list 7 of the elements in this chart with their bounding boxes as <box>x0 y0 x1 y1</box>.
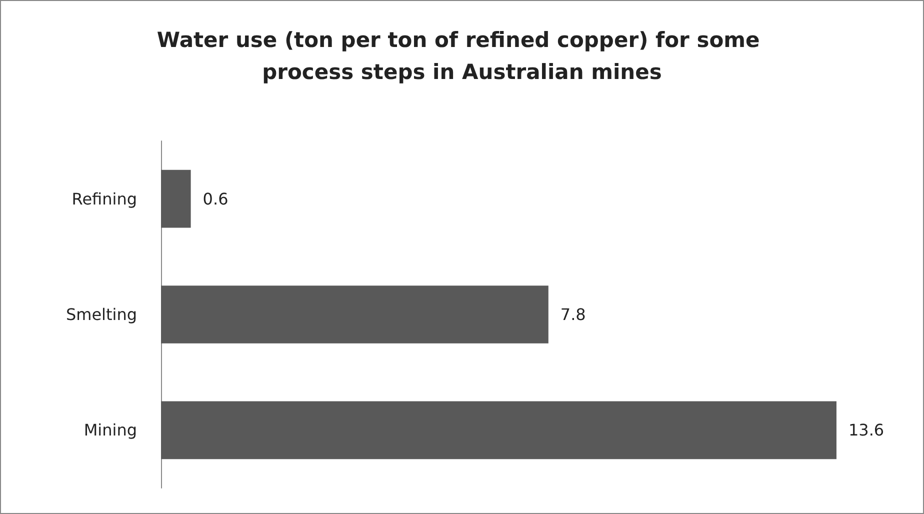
data-label: 13.6 <box>848 420 884 440</box>
data-label: 0.6 <box>202 189 228 208</box>
data-label: 7.8 <box>560 305 586 324</box>
chart-title: Water use (ton per ton of refined copper) for some process steps in Australian mines <box>156 28 768 84</box>
y-tick-label: Refining <box>72 189 137 208</box>
y-tick-label: Smelting <box>66 305 137 324</box>
y-tick-label: Mining <box>84 420 137 440</box>
